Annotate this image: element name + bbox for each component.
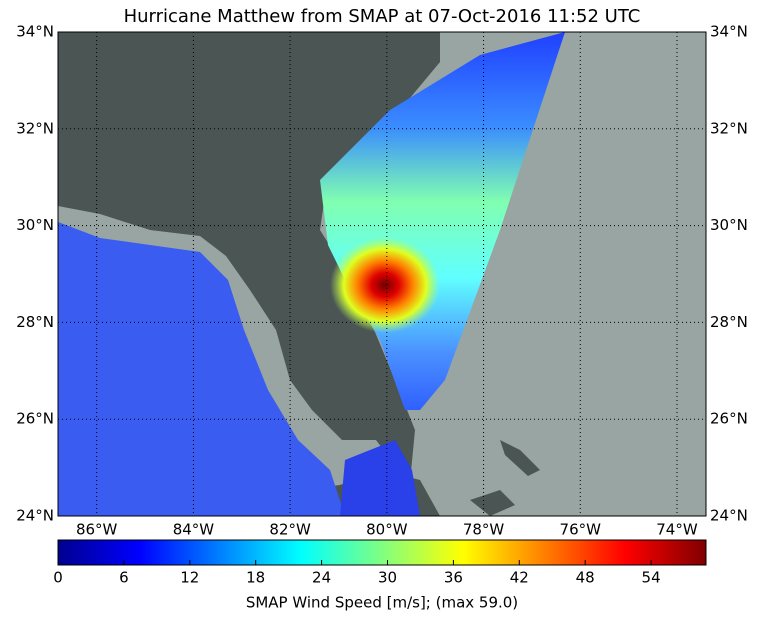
colorbar-label: SMAP Wind Speed [m/s]; (max 59.0) (246, 594, 518, 612)
colorbar (57, 539, 707, 566)
south-swath (340, 440, 420, 516)
y-tick-label: 24°N (16, 507, 54, 525)
colorbar-tick-label: 48 (576, 569, 595, 587)
y-tick-label: 26°N (710, 410, 748, 428)
colorbar-tick-label: 36 (444, 569, 463, 587)
x-tick-label: 74°W (656, 521, 698, 539)
bahamas (500, 440, 540, 476)
y-tick-label: 30°N (16, 216, 54, 234)
land (58, 32, 440, 482)
colorbar-tick-label: 54 (642, 569, 661, 587)
bahamas (470, 490, 515, 516)
colorbar-tick-label: 30 (378, 569, 397, 587)
colorbar-tick-label: 6 (119, 569, 129, 587)
x-tick-label: 84°W (173, 521, 215, 539)
map-frame (57, 31, 707, 517)
x-tick-label: 82°W (269, 521, 311, 539)
y-tick-label: 24°N (710, 507, 748, 525)
x-tick-label: 76°W (560, 521, 602, 539)
x-tick-label: 80°W (366, 521, 408, 539)
hurricane-core (330, 237, 440, 333)
y-tick-label: 32°N (710, 119, 748, 137)
y-tick-label: 28°N (710, 313, 748, 331)
y-tick-label: 30°N (710, 216, 748, 234)
map-title: Hurricane Matthew from SMAP at 07-Oct-20… (124, 6, 641, 27)
y-tick-label: 32°N (16, 119, 54, 137)
x-tick-label: 86°W (76, 521, 118, 539)
y-tick-label: 34°N (710, 23, 748, 41)
map-area (58, 32, 706, 516)
x-tick-label: 78°W (463, 521, 505, 539)
y-tick-label: 26°N (16, 410, 54, 428)
gulf-swath (58, 222, 345, 516)
y-tick-label: 34°N (16, 23, 54, 41)
colorbar-tick-label: 24 (312, 569, 331, 587)
colorbar-tick-label: 12 (180, 569, 199, 587)
y-tick-label: 28°N (16, 313, 54, 331)
colorbar-tick-label: 18 (246, 569, 265, 587)
colorbar-tick-label: 0 (53, 569, 63, 587)
colorbar-tick-label: 42 (510, 569, 529, 587)
